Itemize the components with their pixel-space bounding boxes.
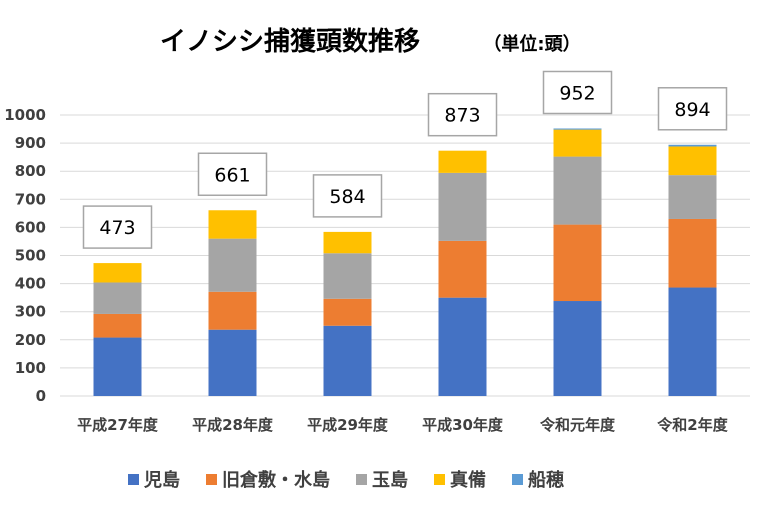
- total-label: 584: [329, 186, 365, 208]
- bar-segment: [93, 263, 142, 283]
- x-tick-label: 平成28年度: [192, 416, 274, 434]
- bars: [93, 128, 717, 396]
- bar-segment: [553, 224, 602, 302]
- total-label: 873: [444, 105, 480, 127]
- legend-swatch: [128, 474, 139, 485]
- y-tick-label: 0: [36, 387, 46, 405]
- y-tick-label: 800: [15, 162, 46, 180]
- bar-segment: [553, 129, 602, 157]
- y-tick-label: 100: [15, 359, 46, 377]
- total-label: 661: [214, 164, 250, 186]
- y-tick-label: 900: [15, 134, 46, 152]
- total-label-box: [427, 92, 498, 137]
- bar-segment: [93, 282, 142, 314]
- bar-segment: [93, 337, 142, 396]
- x-tick-label: 令和元年度: [540, 416, 616, 434]
- bar-segment: [668, 146, 717, 176]
- chart-title: イノシシ捕獲頭数推移: [160, 27, 420, 57]
- y-tick-label: 700: [15, 190, 46, 208]
- gridlines: [60, 114, 750, 397]
- total-labels: 473 661 584 873 952 894: [82, 70, 728, 249]
- total-label-box: [542, 70, 613, 115]
- bar-segment: [553, 156, 602, 225]
- bar-segment: [668, 175, 717, 219]
- bar-segment: [668, 287, 717, 396]
- bar-segment: [553, 301, 602, 396]
- x-axis: 平成27年度 平成28年度 平成29年度 平成30年度 令和元年度 令和2年度: [77, 416, 729, 434]
- bar-segment: [438, 297, 487, 396]
- bar-segment: [668, 218, 717, 288]
- total-label-box: [82, 205, 153, 249]
- x-tick-label: 令和2年度: [657, 416, 728, 434]
- bar-segment: [208, 329, 257, 396]
- bar-segment: [208, 291, 257, 330]
- total-label-box: [197, 152, 268, 197]
- bar-segment: [438, 172, 487, 241]
- y-tick-label: 400: [15, 275, 46, 293]
- bar-segment: [438, 150, 487, 173]
- legend-label: 真備: [450, 469, 486, 491]
- x-tick-label: 平成29年度: [307, 416, 389, 434]
- legend-swatch: [512, 474, 523, 485]
- y-tick-label: 300: [15, 303, 46, 321]
- total-label-box: [312, 174, 383, 218]
- total-label: 473: [99, 217, 135, 239]
- y-axis: 0 100 200 300 400 500 600 700 800 900 1000: [4, 106, 46, 405]
- legend-label: 児島: [143, 469, 180, 491]
- bar-segment: [323, 325, 372, 396]
- x-tick-label: 平成27年度: [77, 416, 159, 434]
- bar-segment: [208, 238, 257, 292]
- total-label: 894: [674, 99, 710, 121]
- bar-segment: [323, 231, 372, 254]
- chart-unit: （単位:頭）: [483, 33, 580, 55]
- x-tick-label: 平成30年度: [422, 416, 504, 434]
- bar-segment: [93, 313, 142, 338]
- y-tick-label: 500: [15, 247, 46, 265]
- bar-segment: [323, 253, 372, 299]
- legend-swatch: [434, 474, 445, 485]
- legend-label: 玉島: [372, 469, 408, 491]
- bar-segment: [208, 210, 257, 239]
- legend-swatch: [206, 474, 217, 485]
- bar-segment: [668, 144, 717, 147]
- total-label-box: [657, 87, 728, 131]
- y-tick-label: 200: [15, 331, 46, 349]
- y-tick-label: 1000: [4, 106, 46, 124]
- legend-label: 旧倉敷・水島: [222, 469, 330, 491]
- legend: 児島 旧倉敷・水島 玉島 真備 船穂: [128, 469, 564, 491]
- y-tick-label: 600: [15, 218, 46, 236]
- legend-swatch: [356, 474, 367, 485]
- total-label: 952: [559, 82, 595, 104]
- bar-segment: [438, 240, 487, 298]
- legend-label: 船穂: [528, 469, 564, 491]
- bar-segment: [553, 128, 602, 130]
- bar-segment: [323, 298, 372, 326]
